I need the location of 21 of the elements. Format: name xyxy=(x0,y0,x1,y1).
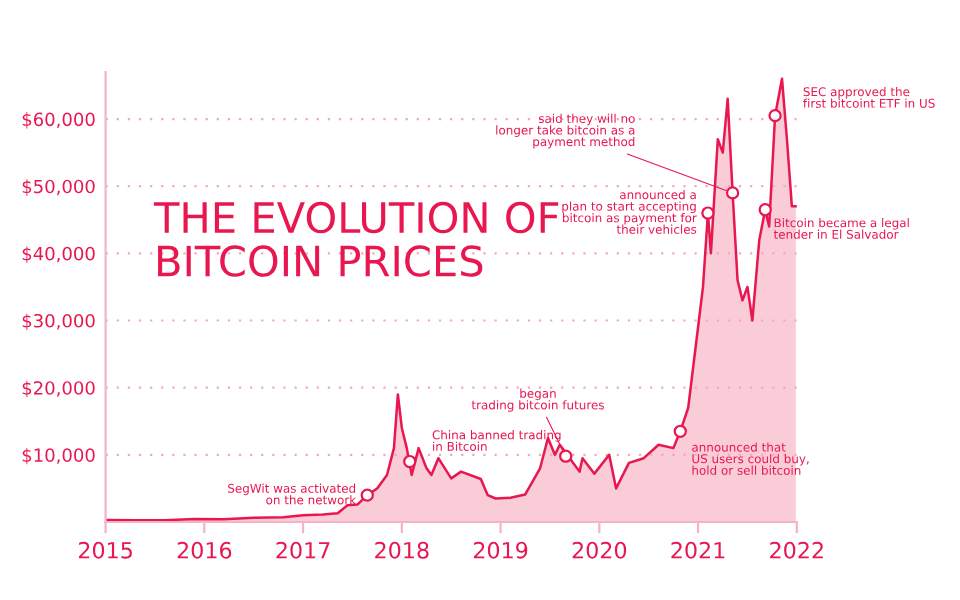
point xyxy=(725,186,740,200)
x-tick-label: 2019 xyxy=(473,541,528,559)
y-tick-label: $30,000 xyxy=(22,313,95,331)
y-tick-label: $40,000 xyxy=(22,246,95,263)
x-tick-label: 2017 xyxy=(276,541,330,559)
y-tick-label: $10,000 xyxy=(22,447,95,465)
y-tick-label: $60,000 xyxy=(22,112,95,129)
y-tick-label: $20,000 xyxy=(22,380,95,398)
text: THE EVOLUTION OF BITCOIN PRICES xyxy=(153,201,559,277)
y-tick-label: $50,000 xyxy=(22,179,95,196)
x-tick-label: 2020 xyxy=(572,541,627,559)
point xyxy=(673,424,687,438)
x-tick-label: 2022 xyxy=(770,541,823,559)
x-tick-label: 2021 xyxy=(671,541,725,559)
point xyxy=(701,206,715,220)
point xyxy=(758,203,772,217)
x-tick-label: 2018 xyxy=(375,541,429,559)
x-tick-label: 2016 xyxy=(177,541,232,559)
point xyxy=(360,488,374,502)
x-tick-label: 2015 xyxy=(78,541,132,559)
point xyxy=(768,108,782,123)
